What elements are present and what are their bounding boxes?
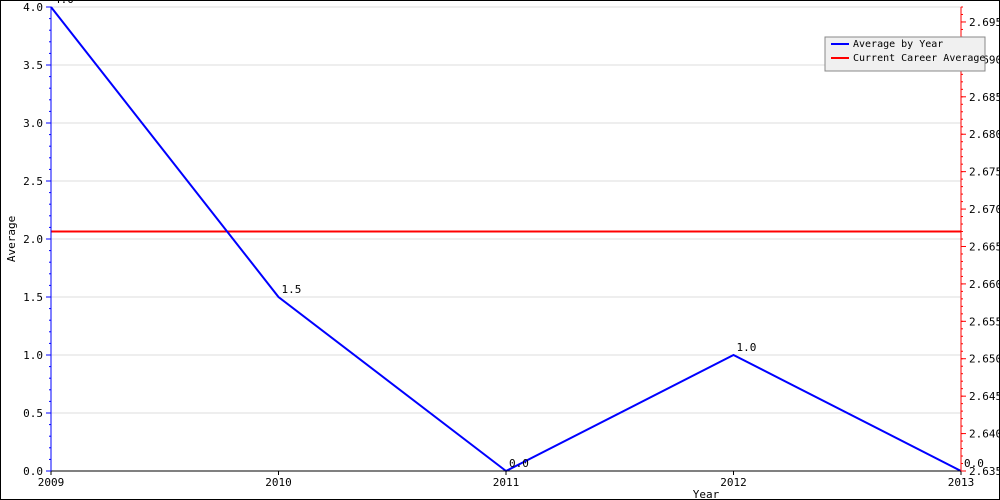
legend-label: Average by Year [853,39,943,50]
right-y-tick-label: 2.665 [969,240,999,253]
x-tick-label: 2012 [720,476,747,489]
left-y-tick-label: 4.0 [23,1,43,14]
right-y-tick-label: 2.640 [969,428,999,441]
data-point-label: 4.0 [54,1,74,6]
left-y-tick-label: 3.0 [23,117,43,130]
legend-label: Current Career Average [853,53,985,64]
line-chart: 4.01.50.01.00.020092010201120122013Year0… [0,0,1000,500]
right-y-tick-label: 2.685 [969,91,999,104]
left-y-tick-label: 3.5 [23,59,43,72]
left-y-tick-label: 0.5 [23,407,43,420]
data-point-label: 1.5 [282,283,302,296]
chart-svg: 4.01.50.01.00.020092010201120122013Year0… [1,1,999,499]
x-tick-label: 2010 [265,476,292,489]
right-y-tick-label: 2.680 [969,128,999,141]
x-axis-label: Year [693,488,720,499]
right-y-tick-label: 2.650 [969,353,999,366]
right-y-tick-label: 2.635 [969,465,999,478]
right-y-tick-label: 2.695 [969,16,999,29]
right-y-tick-label: 2.655 [969,315,999,328]
left-y-tick-label: 2.0 [23,233,43,246]
left-y-axis-label: Average [5,216,18,262]
right-y-tick-label: 2.660 [969,278,999,291]
right-y-tick-label: 2.675 [969,166,999,179]
left-y-tick-label: 0.0 [23,465,43,478]
left-y-tick-label: 2.5 [23,175,43,188]
right-y-tick-label: 2.670 [969,203,999,216]
data-point-label: 0.0 [509,457,529,470]
left-y-tick-label: 1.0 [23,349,43,362]
data-point-label: 1.0 [737,341,757,354]
right-y-tick-label: 2.645 [969,390,999,403]
x-tick-label: 2011 [493,476,520,489]
left-y-tick-label: 1.5 [23,291,43,304]
